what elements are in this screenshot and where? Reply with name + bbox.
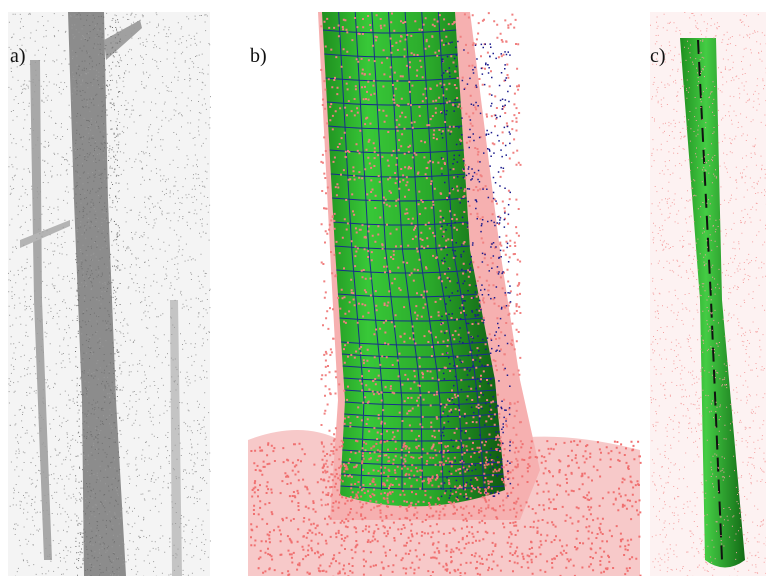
panel-label: c) — [650, 45, 666, 67]
panel-c — [650, 12, 766, 576]
panel-label: b) — [250, 45, 267, 67]
panel-b — [248, 12, 642, 576]
page: {"panels": [{"label": "a)"}, {"label": "… — [0, 0, 766, 576]
panel-label: a) — [10, 45, 26, 67]
panel-a — [8, 12, 211, 576]
figure: a) b) c) — [0, 0, 766, 576]
